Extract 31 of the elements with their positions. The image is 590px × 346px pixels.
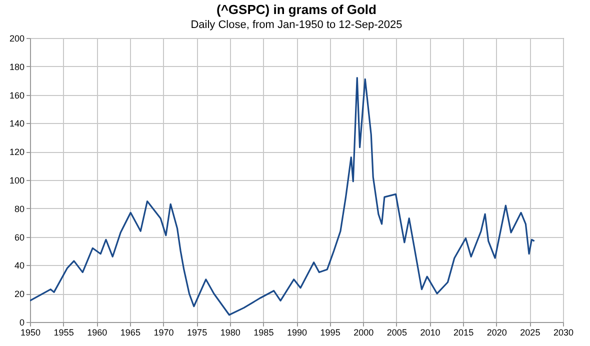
x-tick-label: 1970 (154, 328, 174, 338)
x-tick-label: 1985 (254, 328, 274, 338)
line-series (30, 76, 536, 316)
y-tick-label: 200 (9, 34, 24, 44)
y-tick-label: 40 (14, 260, 24, 271)
y-tick-label: 80 (14, 204, 24, 214)
y-tick-label: 100 (9, 176, 24, 186)
x-tick-label: 2015 (454, 328, 474, 338)
y-tick-label: 0 (19, 318, 24, 328)
chart-title: (^GSPC) in grams of Gold (216, 2, 377, 17)
x-tick-label: 1980 (220, 328, 240, 338)
x-tick-label: 2005 (386, 328, 407, 338)
y-tick-label: 120 (9, 147, 24, 158)
y-tick-label: 160 (9, 90, 24, 100)
x-tick-label: 1955 (54, 328, 74, 338)
y-tick-label: 180 (9, 62, 24, 72)
x-tick-label: 1960 (87, 328, 108, 338)
x-tick-label: 2025 (520, 328, 540, 338)
x-tick-label: 1965 (120, 328, 140, 338)
y-tick-label: 140 (9, 118, 24, 129)
x-tick-label: 2030 (553, 328, 574, 338)
x-tick-label: 2010 (420, 328, 440, 338)
y-tick-label: 60 (14, 232, 24, 242)
x-tick-label: 2000 (354, 328, 374, 338)
x-tick-label: 1950 (20, 328, 41, 338)
x-tick-label: 2020 (486, 328, 507, 338)
x-tick-label: 1975 (187, 328, 208, 338)
y-tick-label: 20 (14, 289, 24, 300)
x-tick-label: 1995 (320, 328, 340, 338)
x-tick-label: 1990 (286, 328, 308, 338)
chart-subtitle: Daily Close, from Jan-1950 to 12-Sep-2025 (190, 19, 402, 31)
